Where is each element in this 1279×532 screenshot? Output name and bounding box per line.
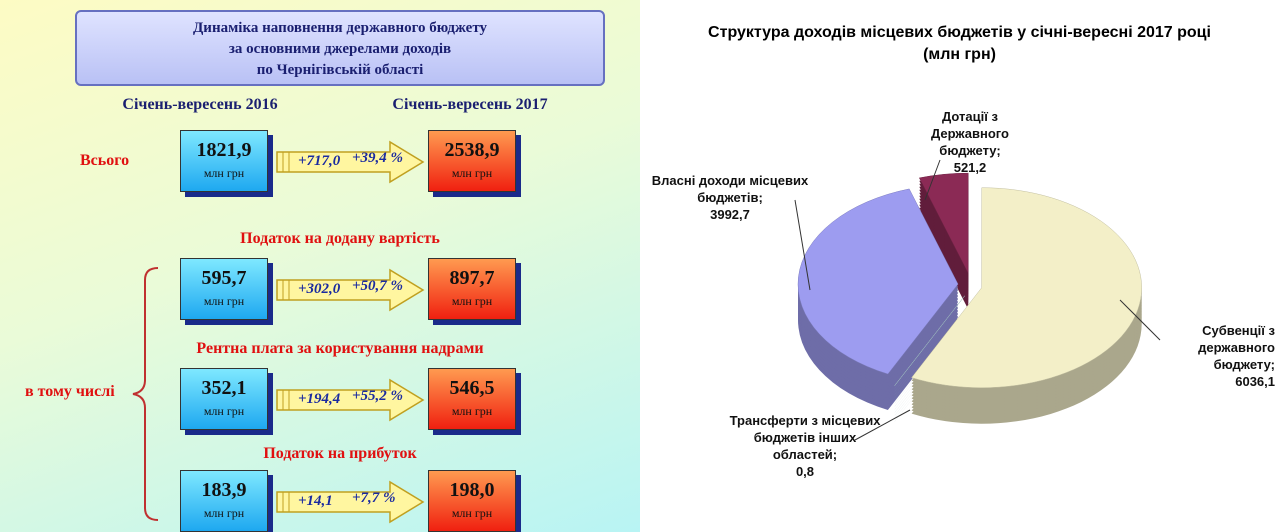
slice-name: Трансферти з місцевих бюджетів інших обл…: [729, 413, 881, 462]
period-header: Січень-вересень 2017: [392, 96, 548, 113]
value: 2538,9: [444, 139, 500, 161]
value-box-2016: 595,7 млн грн: [180, 258, 268, 320]
leader-line: [854, 409, 911, 441]
title-scroll: Динаміка наповнення державного бюджету з…: [75, 10, 605, 86]
arrow-shape: [276, 378, 425, 422]
slice-side: [894, 298, 965, 389]
row-label: Податок на додану вартість: [240, 230, 440, 247]
change: +14,1: [298, 493, 333, 509]
slice-value: 0,8: [795, 464, 815, 479]
unit: млн грн: [451, 294, 493, 308]
value: 546,5: [449, 377, 495, 399]
change: +302,0: [298, 281, 341, 297]
unit: млн грн: [203, 294, 245, 308]
slice: [894, 295, 965, 386]
chart-title-block: Структура доходів місцевих бюджетів у сі…: [640, 22, 1279, 66]
title-line: Динаміка наповнення державного бюджету: [192, 20, 488, 36]
chart-subtitle: (млн грн): [923, 46, 996, 63]
slice-label: Трансферти з місцевих бюджетів інших обл…: [725, 412, 885, 480]
slice-side: [894, 301, 965, 392]
leader-line: [794, 199, 811, 291]
value-box-2016: 352,1 млн грн: [180, 368, 268, 430]
title-line: по Чернігівській області: [256, 62, 424, 78]
change-pct: +7,7 %: [352, 490, 396, 506]
value-box-2017: 198,0 млн грн: [428, 470, 516, 532]
change-pct: +50,7 %: [352, 278, 404, 294]
unit: млн грн: [451, 506, 493, 520]
unit: млн грн: [203, 166, 245, 180]
leader-line: [924, 159, 941, 201]
row-label: Всього: [80, 152, 130, 169]
unit: млн грн: [203, 404, 245, 418]
slice-name: Дотації з Державного бюджету;: [931, 109, 1009, 158]
slice-value: 3992,7: [710, 207, 750, 222]
slice: [911, 187, 1142, 388]
unit: млн грн: [451, 404, 493, 418]
row-label: Податок на прибуток: [263, 445, 417, 462]
value: 595,7: [201, 267, 247, 289]
bracket: [132, 267, 159, 521]
value: 183,9: [201, 479, 247, 501]
leader-line: [1119, 299, 1161, 341]
change: +194,4: [298, 391, 341, 407]
arrow-shape: [276, 480, 425, 524]
arrow-stripes: [282, 390, 290, 410]
value-box-2016: 1821,9 млн грн: [180, 130, 268, 192]
slice-side: [894, 307, 965, 398]
slice-name: Субвенції з державного бюджету;: [1198, 323, 1275, 372]
period-header: Січень-вересень 2016: [122, 96, 278, 113]
unit: млн грн: [203, 506, 245, 520]
chart-title: Структура доходів місцевих бюджетів у сі…: [708, 24, 1211, 41]
leader-lines: [794, 159, 1161, 441]
value-box-2017: 2538,9 млн грн: [428, 130, 516, 192]
change-pct: +39,4 %: [352, 150, 404, 166]
including-label: в тому числі: [25, 383, 115, 400]
slice-side: [894, 304, 965, 395]
value: 897,7: [449, 267, 495, 289]
arrow-shape: [276, 140, 425, 184]
arrow: [276, 140, 425, 184]
arrow: [276, 480, 425, 524]
arrow-shape: [276, 268, 425, 312]
value-box-2016: 183,9 млн грн: [180, 470, 268, 532]
slice-label: Власні доходи місцевих бюджетів; 3992,7: [645, 172, 815, 223]
arrow-stripes: [282, 492, 290, 512]
row-label: Рентна плата за користування надрами: [196, 340, 484, 357]
change: +717,0: [298, 153, 341, 169]
value: 352,1: [201, 377, 247, 399]
pie-chart: [794, 159, 1161, 441]
slice-name: Власні доходи місцевих бюджетів;: [651, 173, 809, 205]
pie-panel: Структура доходів місцевих бюджетів у сі…: [640, 0, 1279, 532]
value: 198,0: [449, 479, 495, 501]
title-line: за основними джерелами доходів: [228, 41, 452, 57]
value-box-2017: 897,7 млн грн: [428, 258, 516, 320]
slice-label: Субвенції з державного бюджету; 6036,1: [1145, 322, 1275, 390]
change-pct: +55,2 %: [352, 388, 404, 404]
arrow-stripes: [282, 280, 290, 300]
value: 1821,9: [196, 139, 252, 161]
bracket-line: [132, 267, 159, 521]
slice: [918, 172, 969, 274]
arrow: [276, 378, 425, 422]
unit: млн грн: [451, 166, 493, 180]
slice-value: 6036,1: [1235, 374, 1275, 389]
slice-label: Дотації з Державного бюджету; 521,2: [910, 108, 1030, 176]
slice: [797, 188, 959, 375]
infographic: Динаміка наповнення державного бюджету з…: [0, 0, 640, 532]
slice-value: 521,2: [953, 160, 987, 175]
arrow-stripes: [282, 152, 290, 172]
arrow: [276, 268, 425, 312]
value-box-2017: 546,5 млн грн: [428, 368, 516, 430]
